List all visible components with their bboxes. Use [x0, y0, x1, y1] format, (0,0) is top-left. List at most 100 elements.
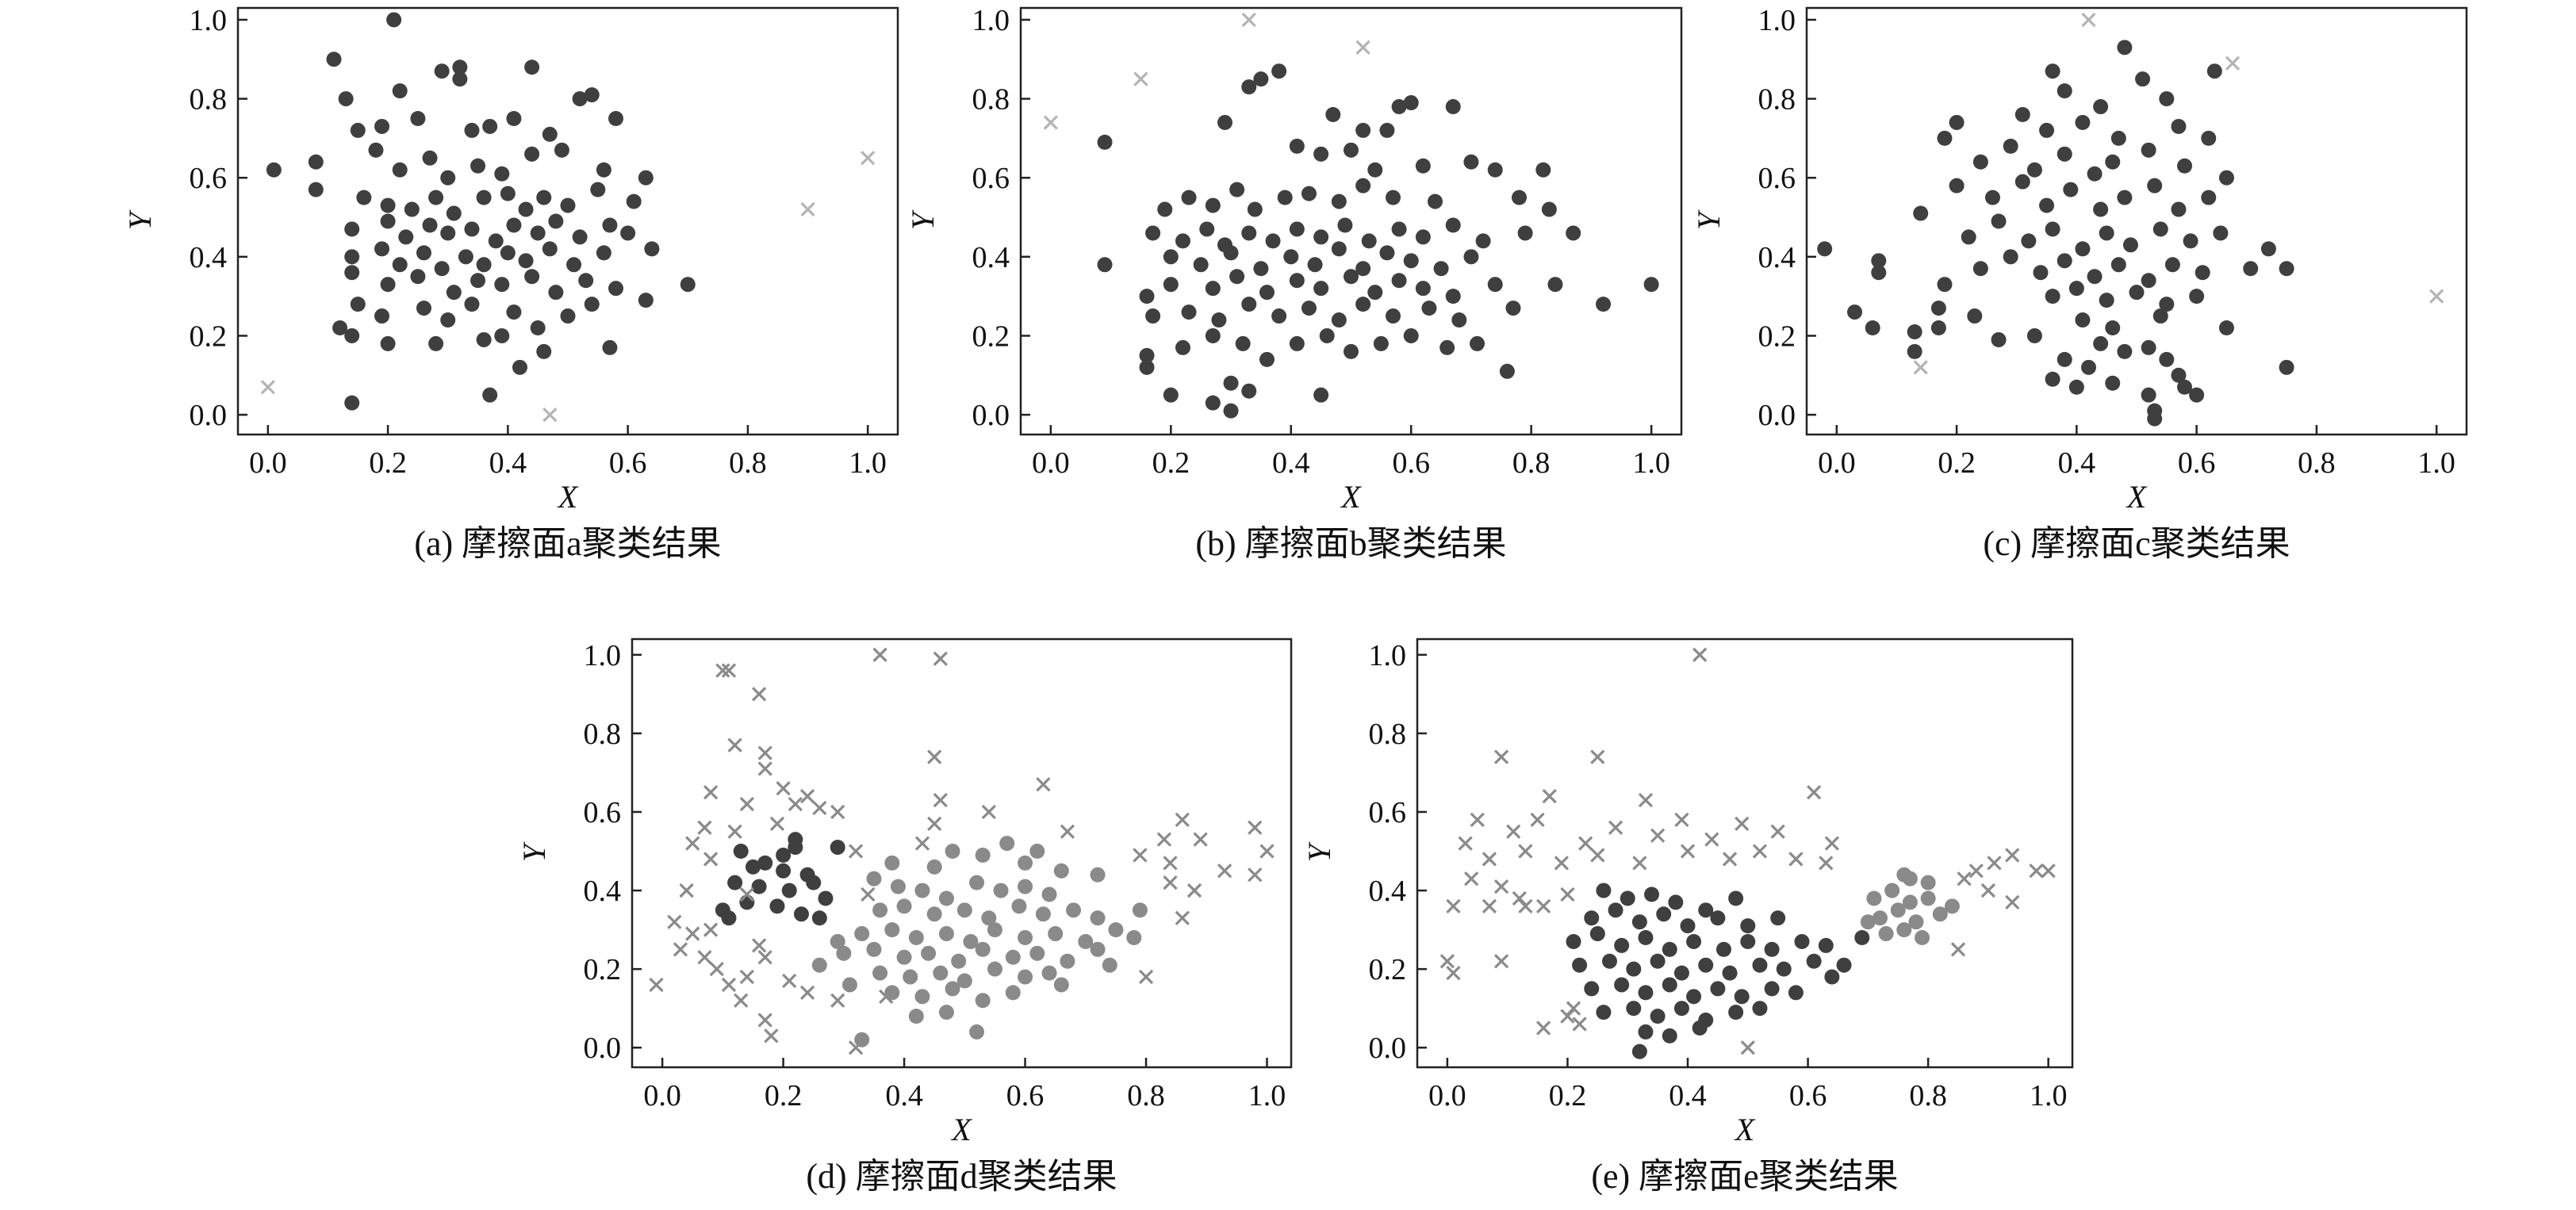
- x-marker: [697, 820, 712, 835]
- point-marker: [380, 277, 396, 293]
- x-tick-label: 0.8: [1127, 1079, 1165, 1112]
- point-marker: [1415, 158, 1431, 174]
- x-marker: [542, 407, 558, 423]
- point-marker: [596, 162, 611, 178]
- point-marker: [2260, 241, 2276, 257]
- y-axis-label: Y: [122, 209, 158, 230]
- point-marker: [1740, 933, 1756, 949]
- y-tick-label: 0.2: [1758, 320, 1796, 353]
- point-marker: [1313, 387, 1329, 403]
- point-marker: [1018, 879, 1033, 894]
- point-marker: [1890, 902, 1906, 918]
- x-marker: [2029, 863, 2044, 879]
- point-marker: [1126, 930, 1142, 946]
- point-marker: [1205, 395, 1221, 411]
- point-marker: [572, 91, 588, 107]
- point-marker: [884, 922, 900, 938]
- y-tick-label: 1.0: [972, 4, 1010, 37]
- point-marker: [1097, 257, 1113, 273]
- point-marker: [1620, 890, 1635, 906]
- point-marker: [446, 285, 462, 301]
- point-marker: [938, 890, 954, 906]
- x-tick-label: 0.8: [2298, 446, 2336, 480]
- panel-caption: (d) 摩擦面d聚类结果: [806, 1157, 1117, 1196]
- point-marker: [2189, 289, 2205, 304]
- point-marker: [1626, 1001, 1642, 1017]
- x-marker: [764, 1028, 779, 1043]
- x-marker: [1632, 856, 1647, 871]
- point-marker: [638, 170, 654, 186]
- x-marker: [1439, 954, 1455, 969]
- point-marker: [1175, 233, 1190, 249]
- point-marker: [1967, 308, 1983, 324]
- x-tick-label: 0.4: [489, 446, 527, 480]
- x-marker: [709, 962, 724, 977]
- point-marker: [1854, 930, 1870, 946]
- point-marker: [440, 225, 456, 241]
- x-tick-label: 0.4: [885, 1079, 923, 1112]
- x-marker: [260, 380, 275, 395]
- point-marker: [608, 281, 624, 297]
- x-marker: [2429, 289, 2444, 304]
- x-marker: [1248, 867, 1263, 883]
- point-marker: [1041, 886, 1057, 902]
- point-marker: [1205, 327, 1221, 343]
- x-marker: [1241, 12, 1256, 28]
- point-marker: [1097, 134, 1113, 150]
- point-marker: [1650, 953, 1666, 969]
- point-marker: [2099, 293, 2114, 308]
- point-marker: [2045, 371, 2060, 387]
- point-marker: [572, 229, 588, 245]
- point-marker: [1566, 933, 1581, 949]
- point-marker: [524, 269, 540, 285]
- point-marker: [1259, 351, 1275, 367]
- point-marker: [1355, 261, 1371, 277]
- point-marker: [1949, 178, 1965, 193]
- point-marker: [1728, 1005, 1744, 1020]
- point-marker: [1644, 886, 1660, 902]
- point-marker: [1386, 190, 1401, 205]
- point-marker: [344, 265, 360, 281]
- point-marker: [1217, 114, 1232, 130]
- point-marker: [1241, 383, 1257, 399]
- point-marker: [975, 941, 991, 957]
- x-marker: [685, 926, 700, 941]
- point-marker: [1487, 162, 1503, 178]
- point-marker: [1289, 138, 1305, 154]
- point-marker: [2152, 308, 2168, 324]
- y-tick-label: 1.0: [1369, 639, 1407, 672]
- point-marker: [945, 981, 960, 997]
- axes-frame: [1805, 6, 2468, 436]
- point-marker: [721, 910, 737, 926]
- point-marker: [1379, 245, 1395, 261]
- point-marker: [1163, 387, 1179, 403]
- x-marker: [1542, 789, 1557, 804]
- x-tick-label: 0.2: [369, 446, 407, 480]
- x-tick-label: 0.8: [729, 446, 767, 480]
- point-marker: [1066, 902, 1082, 918]
- point-marker: [620, 225, 636, 241]
- point-marker: [452, 71, 468, 87]
- point-marker: [1698, 902, 1714, 918]
- y-tick-label: 1.0: [584, 639, 622, 672]
- y-axis-label: Y: [1301, 841, 1337, 862]
- point-marker: [1710, 910, 1726, 926]
- point-marker: [776, 863, 792, 879]
- x-tick-label: 0.2: [1938, 446, 1976, 480]
- point-marker: [769, 898, 785, 914]
- y-tick-label: 0.2: [972, 320, 1010, 353]
- point-marker: [1698, 957, 1714, 973]
- point-marker: [1289, 335, 1305, 351]
- point-marker: [2206, 63, 2222, 79]
- x-tick-label: 0.0: [1818, 446, 1856, 480]
- point-marker: [428, 335, 444, 351]
- x-marker: [727, 824, 742, 839]
- x-tick-label: 1.0: [2030, 1079, 2068, 1112]
- point-marker: [1108, 922, 1124, 938]
- point-marker: [2045, 289, 2060, 304]
- point-marker: [1229, 269, 1245, 285]
- x-marker: [1156, 832, 1172, 847]
- point-marker: [1011, 898, 1027, 914]
- x-tick-label: 0.0: [643, 1079, 681, 1112]
- x-marker: [1554, 856, 1570, 871]
